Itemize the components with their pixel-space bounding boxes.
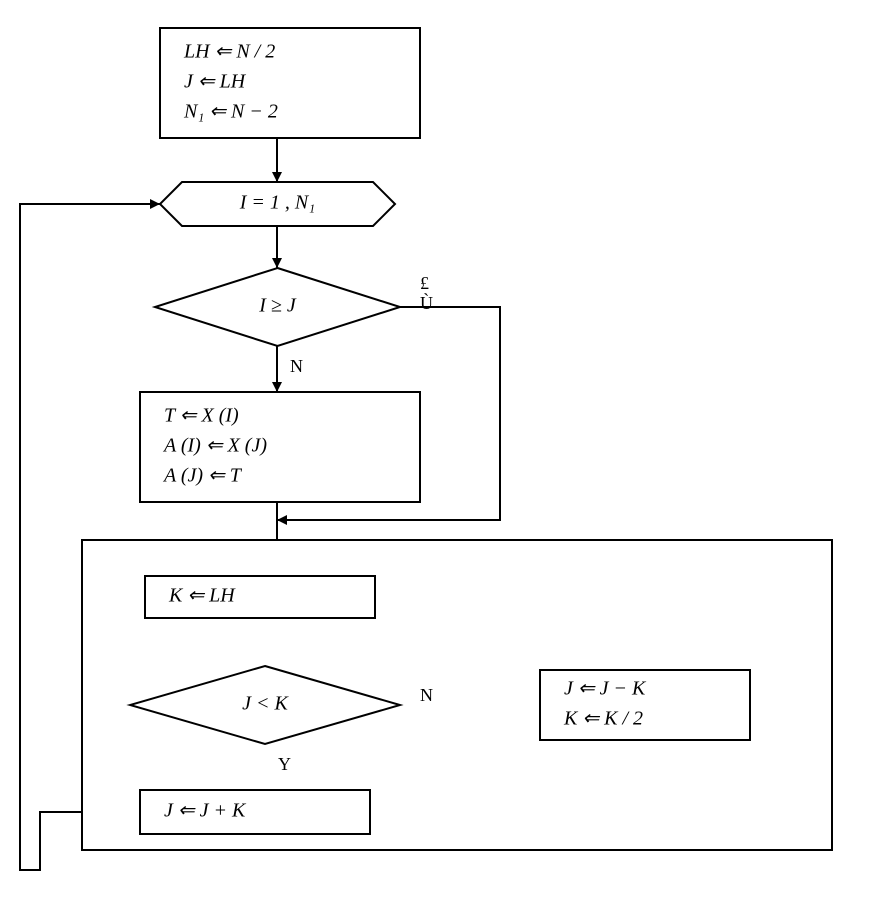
node-swap-line-1: A (I) ⇐ X (J) (162, 435, 267, 457)
node-jk-line-0: J ⇐ J − K (564, 678, 647, 700)
node-loop: I = 1 , N₁ (160, 182, 395, 226)
label-dec1_yes-1: Ù (420, 292, 433, 313)
label-dec1_yes-0: £ (420, 273, 429, 293)
node-dec1-line-0: I ≥ J (258, 295, 297, 317)
node-loop-line-0: I = 1 , N₁ (239, 192, 315, 214)
node-swap: T ⇐ X (I) A (I) ⇐ X (J) A (J) ⇐ T (140, 392, 420, 502)
label-dec2_yes: Y (278, 754, 291, 774)
node-swap-line-2: A (J) ⇐ T (162, 465, 243, 487)
node-init-line-2: N₁ ⇐ N − 2 (183, 101, 278, 123)
label-dec1_no: N (290, 356, 303, 376)
node-jk-line-1: K ⇐ K / 2 (563, 708, 643, 730)
node-jk: J ⇐ J − K K ⇐ K / 2 (540, 670, 750, 740)
node-klh-line-0: K ⇐ LH (168, 585, 236, 607)
node-init-line-1: J ⇐ LH (184, 71, 247, 93)
node-klh: K ⇐ LH (145, 576, 375, 618)
label-dec2_no: N (420, 685, 433, 705)
node-jpk: J ⇐ J + K (140, 790, 370, 834)
node-dec1: I ≥ J (155, 268, 400, 346)
node-dec2-line-0: J < K (242, 693, 289, 715)
nodes-layer: LH ⇐ N / 2 J ⇐ LH N₁ ⇐ N − 2 I = 1 , N₁ I ≥ … (82, 28, 832, 850)
node-init: LH ⇐ N / 2 J ⇐ LH N₁ ⇐ N − 2 (160, 28, 420, 138)
node-jpk-line-0: J ⇐ J + K (164, 800, 247, 822)
node-swap-line-0: T ⇐ X (I) (164, 405, 239, 427)
node-init-line-0: LH ⇐ N / 2 (183, 41, 275, 63)
